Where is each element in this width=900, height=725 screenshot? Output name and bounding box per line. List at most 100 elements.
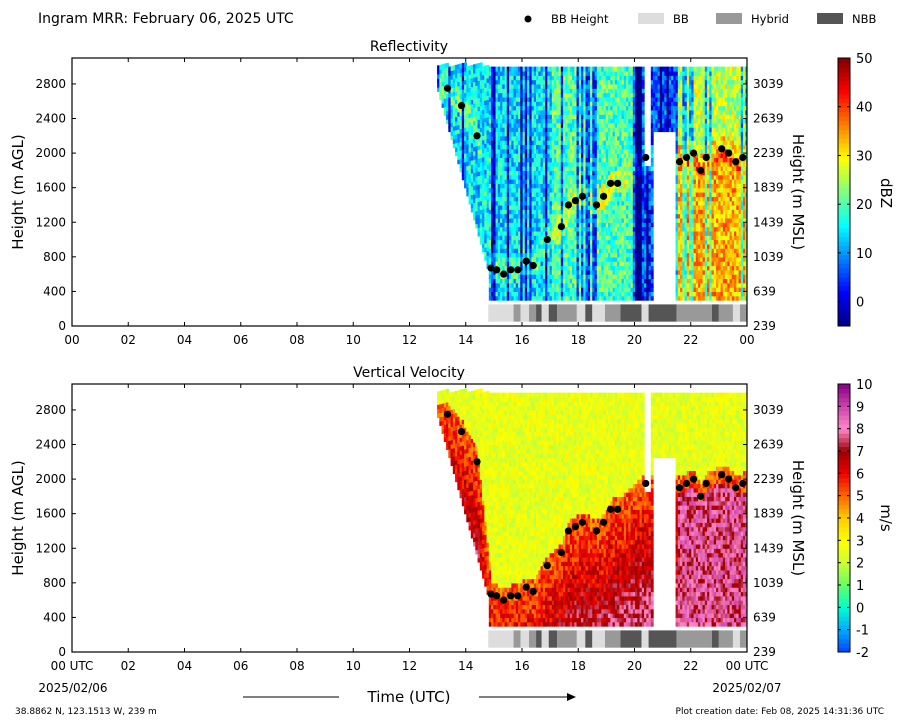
reflectivity-field-cell [551,248,555,254]
reflectivity-field-cell [538,282,542,288]
reflectivity-field-cell [664,109,668,115]
reflectivity-field-cell [569,239,573,245]
reflectivity-field-cell [574,179,578,184]
reflectivity-field-cell [545,261,548,267]
reflectivity-field-cell [686,170,690,176]
reflectivity-field-cell [475,85,479,91]
reflectivity-field-cell [545,66,548,72]
reflectivity-field-cell [500,161,503,167]
reflectivity-field-cell [520,213,524,219]
reflectivity-field-cell [594,157,598,163]
reflectivity-field-cell [641,256,645,262]
reflectivity-field-cell [551,161,555,167]
reflectivity-field-cell [509,79,512,85]
reflectivity-field-cell [491,153,494,159]
reflectivity-field-cell [558,291,562,297]
reflectivity-field-cell [538,92,542,98]
reflectivity-field-cell [538,243,542,249]
reflectivity-field-cell [689,200,692,206]
reflectivity-field-cell [581,131,584,137]
reflectivity-field-cell [635,114,638,120]
reflectivity-field-cell [479,79,483,85]
reflectivity-field-cell [592,161,596,167]
reflectivity-field-cell [628,222,632,228]
reflectivity-field-cell [515,213,519,219]
reflectivity-field-cell [612,75,616,81]
reflectivity-field-cell [680,75,683,81]
reflectivity-field-cell [599,161,602,167]
reflectivity-field-cell [576,153,580,159]
reflectivity-field-cell [547,170,551,176]
reflectivity-field-cell [572,295,575,301]
reflectivity-field-cell [592,222,596,228]
reflectivity-field-cell [677,148,681,154]
reflectivity-field-cell [581,122,584,128]
reflectivity-field-cell [482,143,485,149]
reflectivity-field-cell [680,196,683,202]
reflectivity-field-cell [488,269,492,275]
reflectivity-field-cell [684,226,688,232]
reflectivity-field-cell [491,127,494,133]
reflectivity-field-cell [585,92,589,98]
reflectivity-field-cell [473,116,476,122]
reflectivity-field-cell [578,287,582,293]
reflectivity-field-cell [623,269,627,275]
reflectivity-field-cell [529,256,533,262]
reflectivity-field-cell [473,81,476,87]
reflectivity-field-cell [482,208,485,214]
reflectivity-field-cell [482,169,485,175]
reflectivity-field-cell [590,92,593,98]
reflectivity-field-cell [666,83,670,89]
reflectivity-field-cell [608,75,611,81]
reflectivity-field-cell [630,148,634,154]
reflectivity-field-cell [464,161,467,167]
reflectivity-field-cell [587,256,591,262]
reflectivity-field-cell [551,217,555,223]
reflectivity-field-cell [513,200,517,206]
reflectivity-field-cell [639,226,643,232]
reflectivity-field-cell [590,101,593,107]
reflectivity-field-cell [682,92,686,98]
reflectivity-field-cell [529,88,533,94]
reflectivity-field-cell [675,166,679,171]
reflectivity-field-cell [504,282,508,288]
reflectivity-field-cell [574,140,578,146]
reflectivity-field-cell [484,65,488,71]
reflectivity-field-cell [569,148,573,154]
reflectivity-field-cell [612,114,616,120]
reflectivity-field-cell [542,295,546,301]
reflectivity-field-cell [495,196,499,202]
reflectivity-field-cell [569,114,573,120]
reflectivity-field-cell [610,235,614,241]
reflectivity-field-cell [551,252,555,258]
reflectivity-field-cell [617,83,620,89]
reflectivity-field-cell [650,295,654,301]
reflectivity-field-cell [644,252,647,258]
reflectivity-field-cell [592,140,596,146]
reflectivity-field-cell [628,209,632,215]
reflectivity-field-cell [596,135,600,141]
reflectivity-field-cell [565,157,569,163]
reflectivity-field-cell [630,109,634,115]
reflectivity-field-cell [482,100,485,106]
reflectivity-field-cell [626,105,629,111]
reflectivity-field-cell [680,105,683,111]
reflectivity-field-cell [542,209,546,215]
reflectivity-field-cell [493,148,497,154]
reflectivity-field-cell [500,248,503,254]
reflectivity-field-cell [457,111,461,117]
reflectivity-field-cell [473,198,476,204]
reflectivity-field-cell [506,170,510,176]
reflectivity-field-cell [632,248,636,254]
reflectivity-field-cell [576,235,580,241]
reflectivity-field-cell [599,222,602,228]
reflectivity-field-cell [626,200,629,206]
reflectivity-field-cell [686,122,690,128]
reflectivity-field-cell [556,179,560,184]
reflectivity-field-cell [581,261,584,267]
reflectivity-field-cell [547,196,551,202]
reflectivity-field-cell [626,295,629,301]
reflectivity-field-cell [538,239,542,245]
reflectivity-field-cell [628,105,632,111]
reflectivity-field-cell [581,101,584,107]
